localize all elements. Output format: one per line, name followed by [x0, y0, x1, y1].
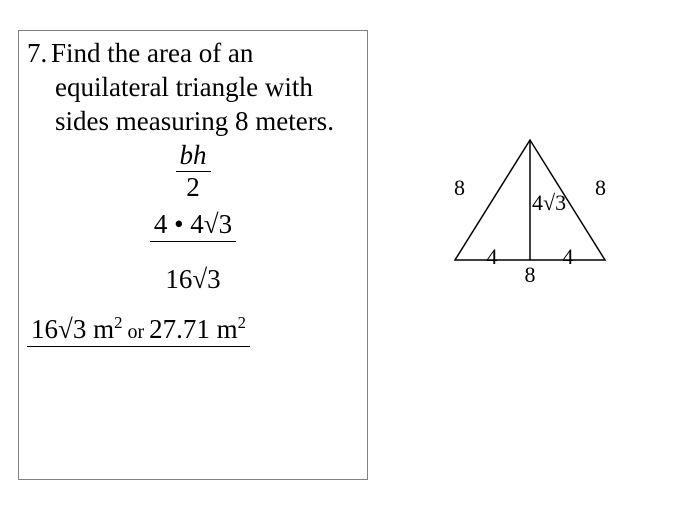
answer-exp2: 2: [238, 313, 246, 332]
work-step1: 4 • 4√3: [150, 209, 236, 242]
prompt-line2: equilateral triangle with: [55, 71, 359, 105]
problem-number: 7.: [27, 37, 51, 71]
triangle-svg: 8 8 4√3 4 4 8: [430, 130, 630, 310]
triangle-diagram: 8 8 4√3 4 4 8: [430, 130, 630, 310]
label-side-right: 8: [595, 175, 606, 200]
formula-denominator: 2: [176, 172, 211, 203]
label-half-left: 4: [487, 244, 498, 269]
final-answer: 16√3 m2 or 27.71 m2: [27, 313, 359, 347]
answer-part2: 27.71 m: [149, 314, 238, 344]
label-base: 8: [525, 262, 536, 287]
problem-prompt: 7.Find the area of an equilateral triang…: [27, 37, 359, 138]
answer-underline: 16√3 m2 or 27.71 m2: [27, 313, 250, 347]
prompt-line1: Find the area of an: [51, 38, 253, 68]
label-height: 4√3: [532, 190, 566, 215]
prompt-line3: sides measuring 8 meters.: [55, 105, 359, 139]
work-step2: 16√3: [165, 264, 220, 294]
formula-numerator: bh: [176, 140, 211, 172]
problem-box: 7.Find the area of an equilateral triang…: [18, 30, 368, 480]
work-area: bh 2 4 • 4√3 16√3: [27, 140, 359, 295]
label-half-right: 4: [563, 244, 574, 269]
formula-fraction: bh 2: [176, 140, 211, 203]
answer-or: or: [122, 321, 149, 343]
answer-part1: 16√3 m: [31, 314, 114, 344]
label-side-left: 8: [454, 175, 465, 200]
